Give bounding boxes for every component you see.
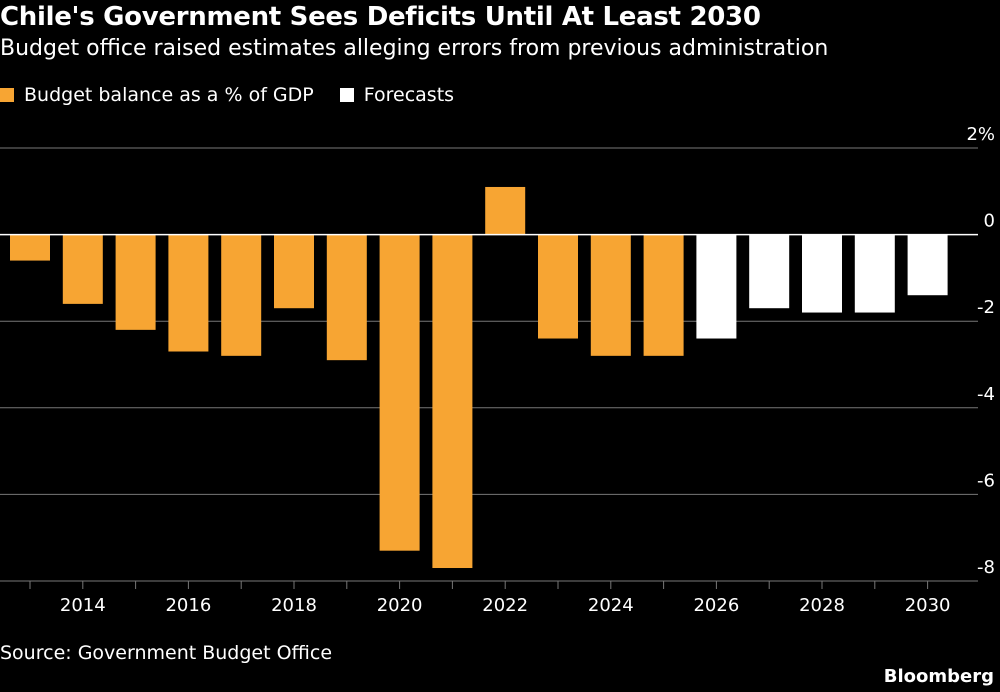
y-tick-label: 0 xyxy=(984,211,995,232)
actual-bar xyxy=(326,234,367,361)
y-tick-label: -6 xyxy=(977,470,995,491)
chart-title: Chile's Government Sees Deficits Until A… xyxy=(0,2,761,32)
x-tick-label: 2020 xyxy=(377,595,423,616)
actual-bar xyxy=(643,234,684,356)
actual-bar xyxy=(538,234,578,339)
legend: Budget balance as a % of GDP Forecasts xyxy=(0,82,480,108)
legend-item-forecast: Forecasts xyxy=(339,84,455,106)
legend-label-actual: Budget balance as a % of GDP xyxy=(24,84,314,106)
x-tick-label: 2028 xyxy=(799,595,845,616)
legend-label-forecast: Forecasts xyxy=(363,84,455,106)
actual-bar xyxy=(62,234,103,304)
legend-swatch-forecast xyxy=(339,88,354,102)
forecast-bar xyxy=(749,234,790,309)
forecast-bar xyxy=(802,234,842,313)
actual-bar xyxy=(379,234,420,551)
actual-bar xyxy=(274,234,314,309)
actual-bar xyxy=(115,234,156,330)
y-tick-label: -8 xyxy=(977,557,995,578)
x-tick-label: 2024 xyxy=(588,595,634,616)
actual-bar xyxy=(168,234,209,352)
source-note: Source: Government Budget Office xyxy=(0,642,333,664)
chart-subtitle: Budget office raised estimates alleging … xyxy=(0,36,829,61)
actual-bar xyxy=(221,234,262,356)
x-tick-label: 2022 xyxy=(482,595,528,616)
y-tick-label: 2% xyxy=(966,124,995,145)
forecast-bar xyxy=(907,234,948,296)
actual-bar xyxy=(485,186,526,235)
x-tick-label: 2030 xyxy=(905,595,951,616)
legend-item-actual: Budget balance as a % of GDP xyxy=(0,84,314,106)
x-tick-label: 2016 xyxy=(165,595,211,616)
actual-bar xyxy=(10,234,50,261)
x-tick-label: 2018 xyxy=(271,595,317,616)
actual-bar xyxy=(432,234,473,569)
x-tick-label: 2026 xyxy=(693,595,739,616)
forecast-bar xyxy=(854,234,895,313)
brand-logo: Bloomberg xyxy=(883,666,994,687)
legend-swatch-actual xyxy=(0,88,14,102)
bar-chart: 2% 0 -2 -4 -6 -8 2014 2016 2018 2020 2022 2024 2026 2… xyxy=(0,124,995,616)
x-tick-label: 2014 xyxy=(60,595,106,616)
y-tick-label: -2 xyxy=(977,297,995,318)
actual-bar xyxy=(590,234,631,356)
y-tick-label: -4 xyxy=(977,384,995,405)
forecast-bar xyxy=(696,234,737,339)
